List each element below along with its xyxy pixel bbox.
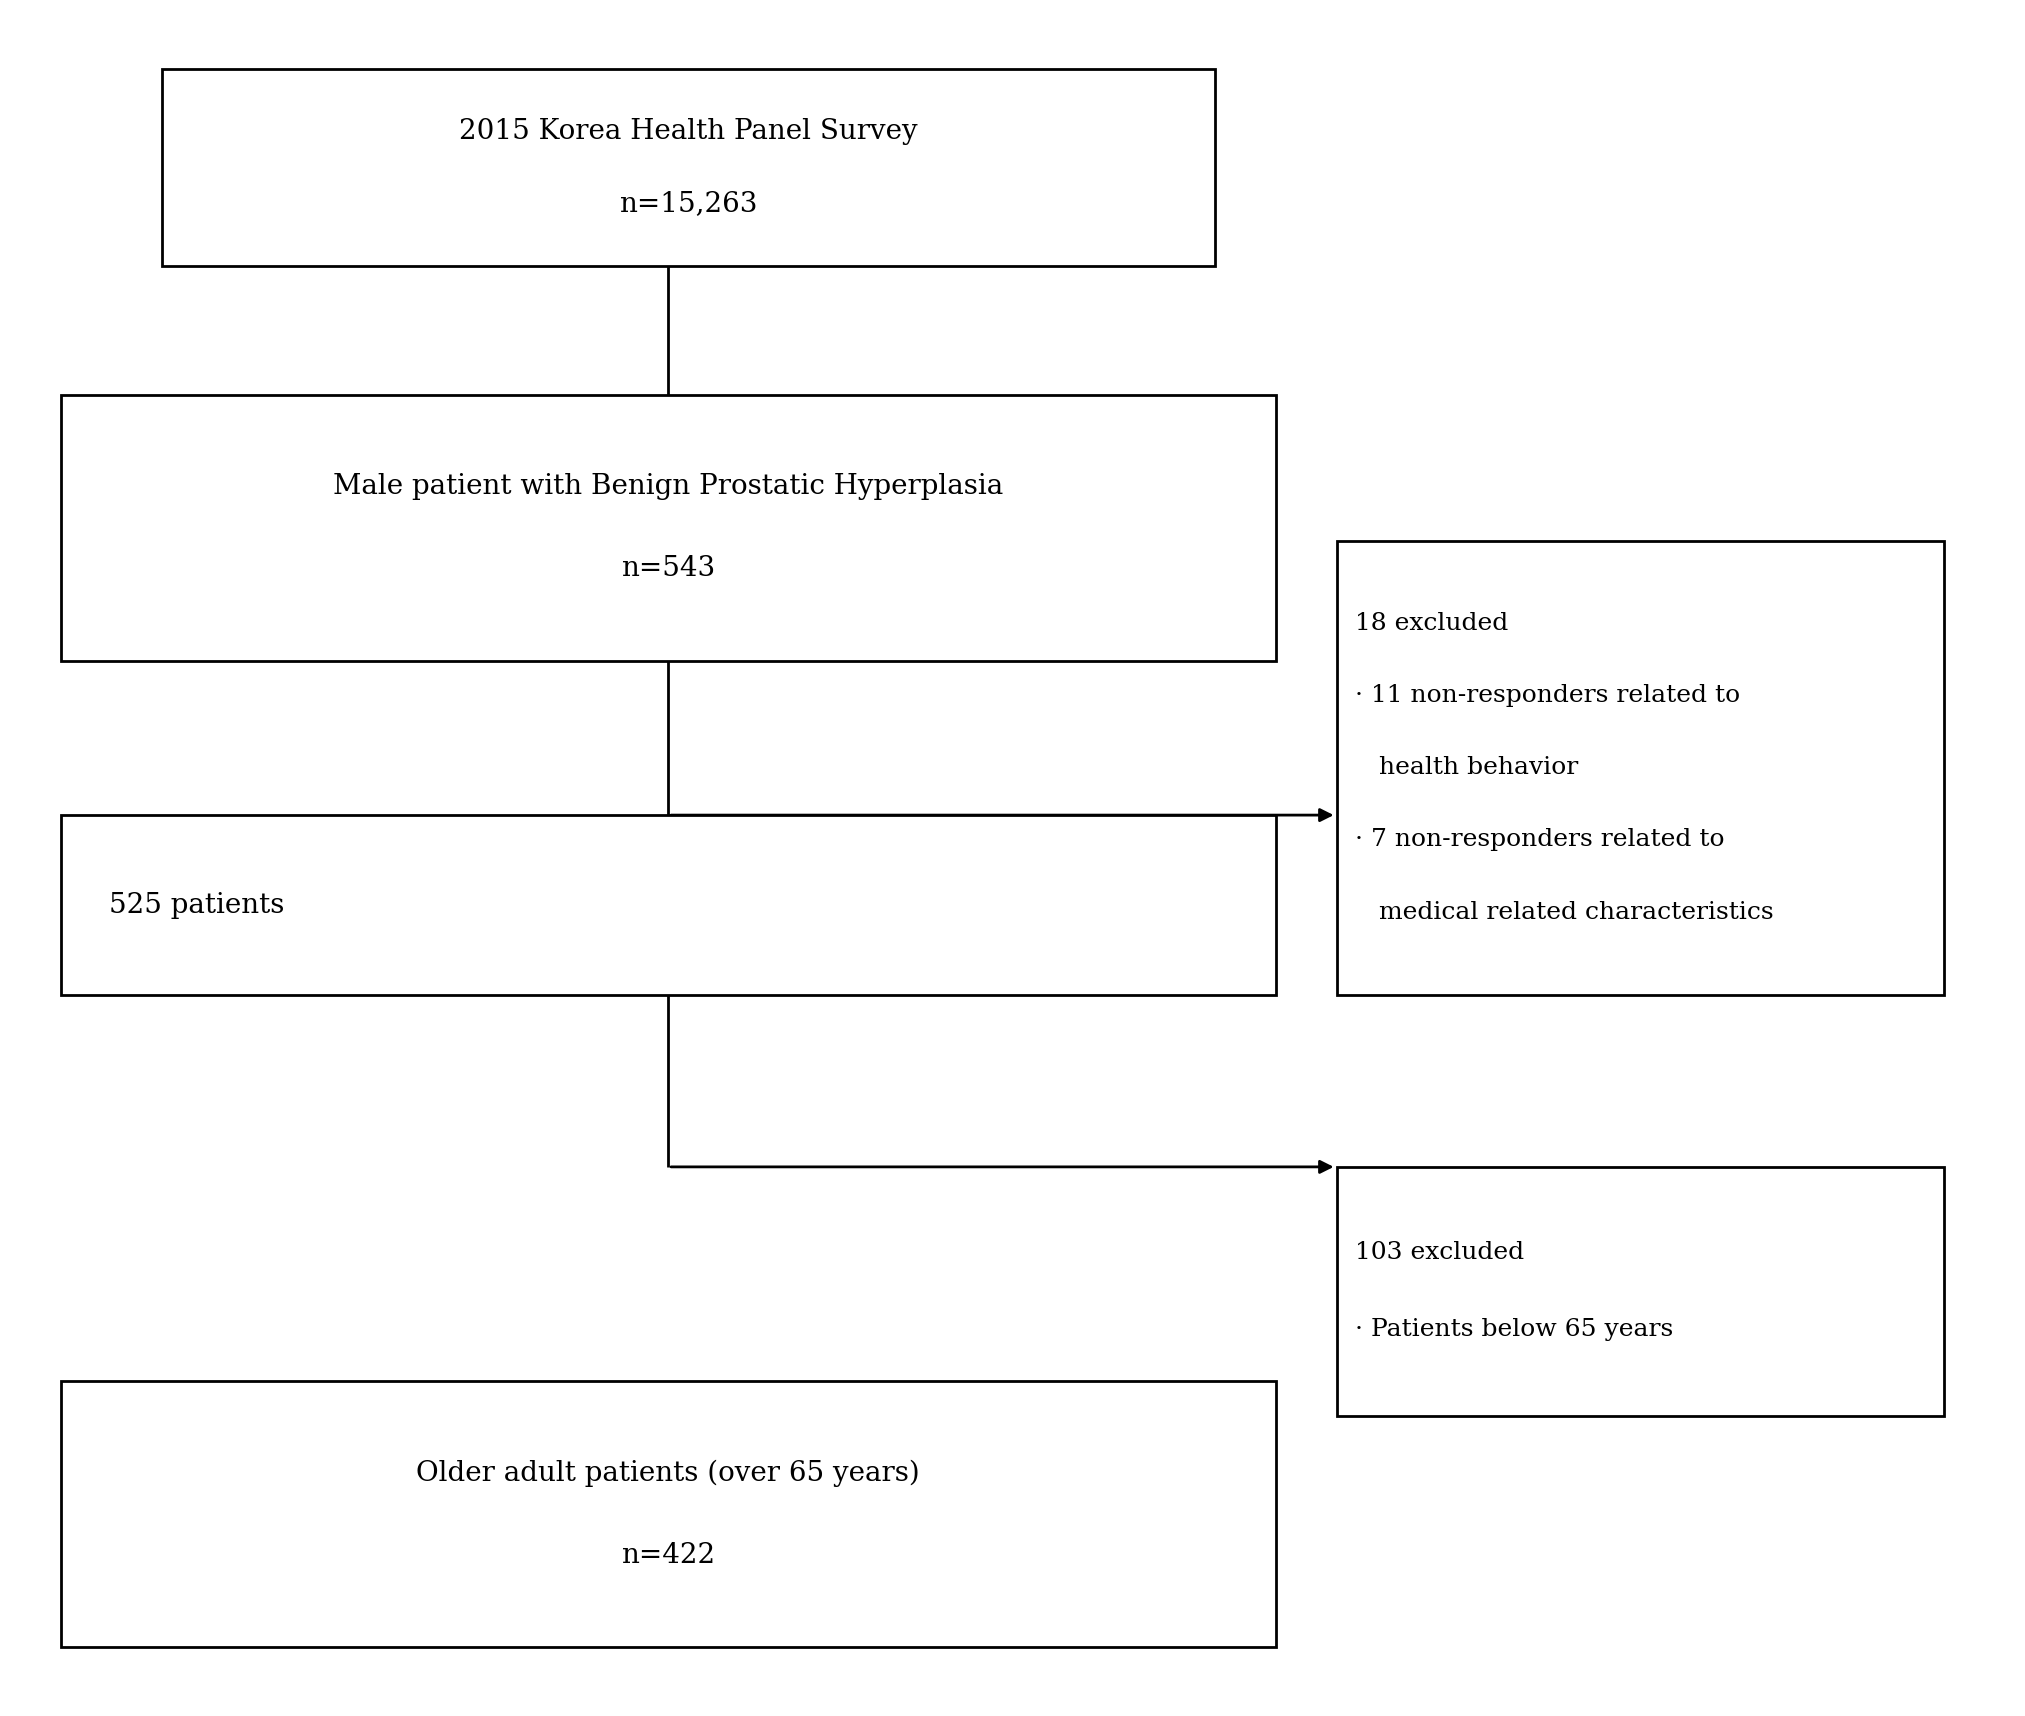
Bar	[1336, 1167, 1944, 1416]
Text: n=543: n=543	[622, 556, 715, 582]
Text: 18 excluded: 18 excluded	[1355, 613, 1509, 635]
Text: Male patient with Benign Prostatic Hyperplasia: Male patient with Benign Prostatic Hyper…	[334, 474, 1002, 499]
Bar	[61, 815, 1276, 995]
Bar	[61, 1381, 1276, 1647]
Text: · 7 non-responders related to: · 7 non-responders related to	[1355, 829, 1723, 851]
Text: · 11 non-responders related to: · 11 non-responders related to	[1355, 685, 1739, 707]
Text: medical related characteristics: medical related characteristics	[1379, 901, 1774, 923]
Text: 103 excluded: 103 excluded	[1355, 1241, 1525, 1265]
Text: health behavior: health behavior	[1379, 757, 1577, 779]
Text: 2015 Korea Health Panel Survey: 2015 Korea Health Panel Survey	[460, 118, 917, 144]
Text: n=422: n=422	[622, 1543, 715, 1568]
Text: Older adult patients (over 65 years): Older adult patients (over 65 years)	[417, 1460, 919, 1486]
Bar	[1336, 541, 1944, 995]
Text: 525 patients: 525 patients	[109, 892, 286, 918]
Text: · Patients below 65 years: · Patients below 65 years	[1355, 1318, 1673, 1342]
Bar	[61, 395, 1276, 661]
Bar	[162, 69, 1215, 266]
Text: n=15,263: n=15,263	[620, 190, 757, 216]
